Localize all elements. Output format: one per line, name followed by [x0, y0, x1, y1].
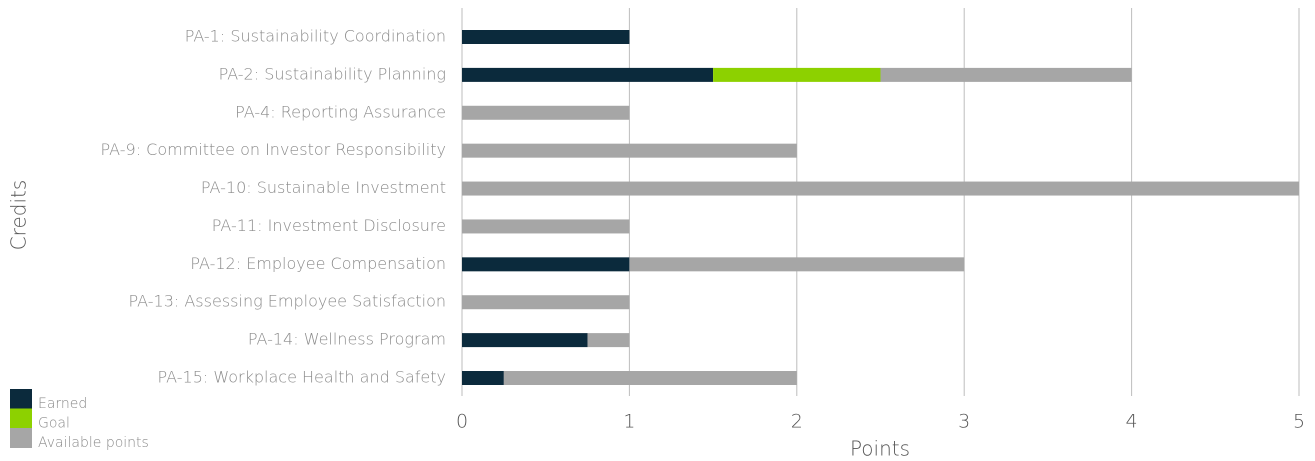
y-axis-title: Credits [7, 180, 31, 251]
bar-segment [462, 105, 630, 120]
bar-segment [462, 371, 504, 385]
x-tick-label: 2 [791, 411, 803, 433]
y-tick-label: PA-15: Workplace Health and Safety [158, 368, 446, 387]
x-tick-label: 0 [456, 411, 468, 433]
x-tick-label: 3 [958, 411, 970, 433]
bar-segment [462, 67, 714, 82]
x-tick-label: 5 [1293, 411, 1305, 433]
bar-segment [880, 67, 1132, 82]
y-tick-label: PA-9: Committee on Investor Responsibili… [101, 140, 446, 159]
bar-segment [462, 257, 630, 272]
bar-segment [462, 295, 630, 310]
bar-segment [462, 143, 797, 158]
y-tick-label: PA-10: Sustainable Investment [201, 178, 446, 197]
bar-segment [462, 219, 630, 234]
bar-segment [462, 181, 1299, 196]
bar-segment [629, 257, 965, 272]
y-tick-label: PA-13: Assessing Employee Satisfaction [129, 292, 446, 311]
bar-segment [462, 30, 630, 44]
x-axis-title: Points [850, 437, 910, 461]
legend-swatch [10, 389, 32, 409]
y-tick-label: PA-4: Reporting Assurance [235, 102, 446, 121]
bar-segment [713, 67, 881, 82]
legend-swatch [10, 428, 32, 448]
bar-segment [462, 333, 588, 348]
legend-label: Goal [38, 416, 70, 432]
bar-segment [587, 333, 630, 348]
bar-segment [503, 371, 797, 385]
x-tick-label: 1 [623, 411, 635, 433]
legend-swatch [10, 408, 32, 429]
y-tick-label: PA-14: Wellness Program [248, 330, 446, 349]
legend-label: Earned [38, 396, 87, 412]
y-tick-label: PA-2: Sustainability Planning [219, 64, 446, 83]
y-tick-label: PA-1: Sustainability Coordination [185, 27, 446, 46]
y-tick-label: PA-12: Employee Compensation [190, 254, 446, 273]
y-tick-label: PA-11: Investment Disclosure [212, 216, 446, 235]
x-tick-label: 4 [1126, 411, 1138, 433]
legend-label: Available points [38, 435, 149, 451]
